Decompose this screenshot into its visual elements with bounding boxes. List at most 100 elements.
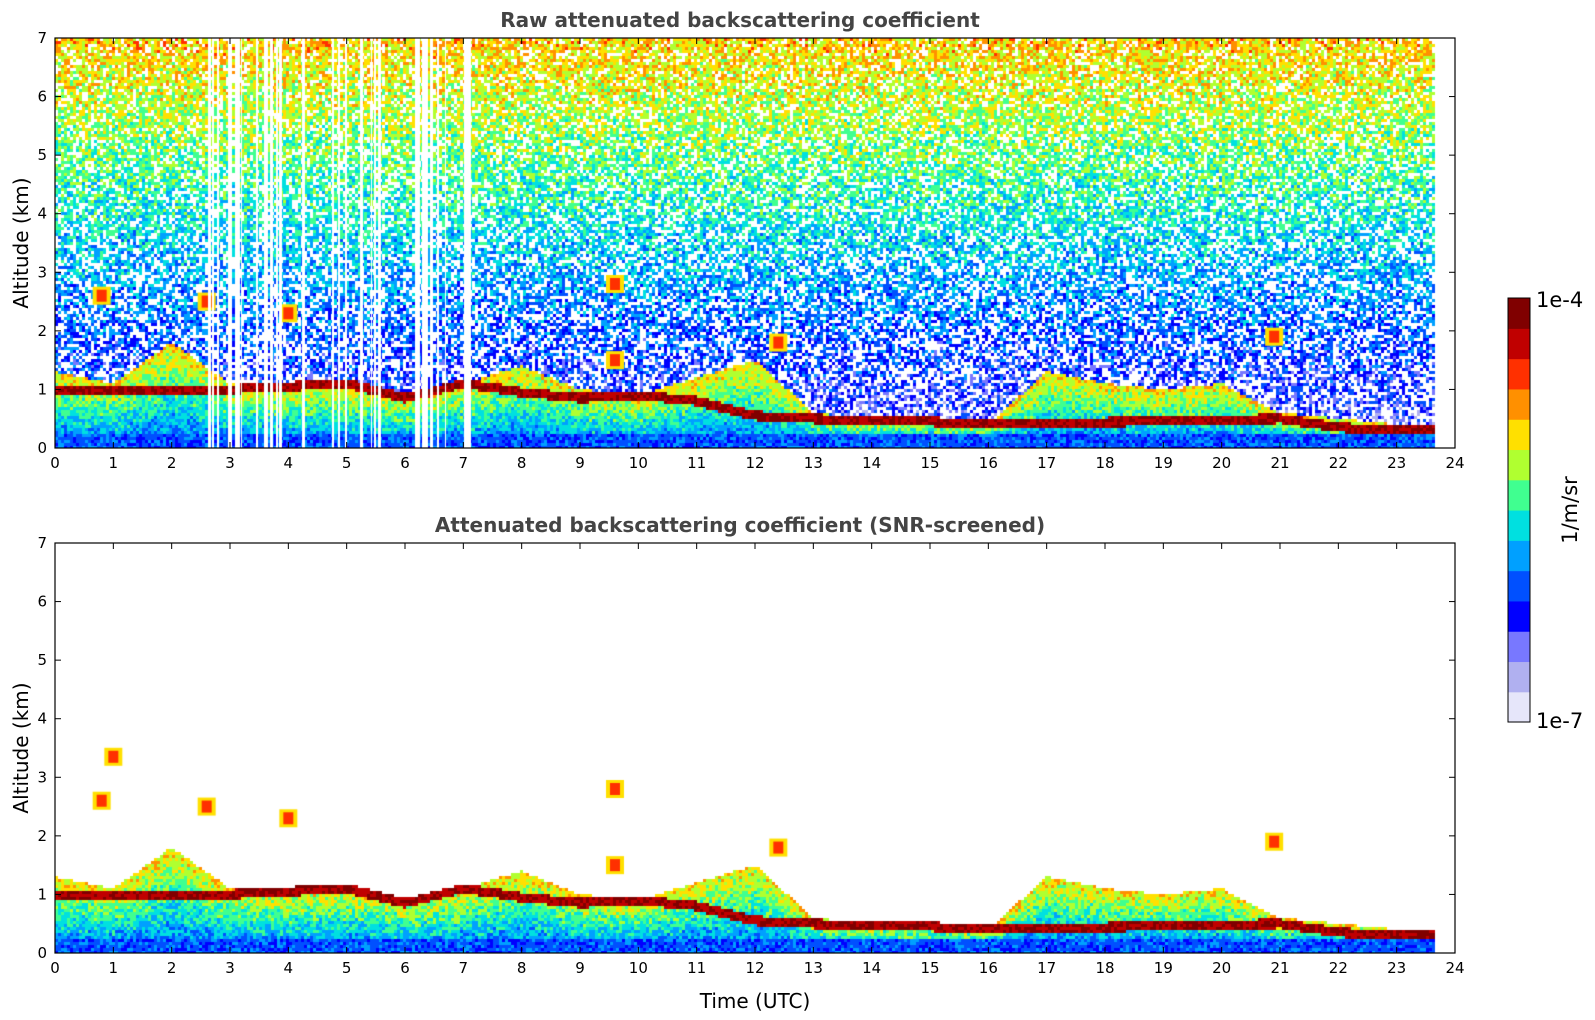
y-tick-label: 5 [37, 651, 47, 669]
x-tick-label: 14 [862, 959, 881, 977]
x-tick-label: 21 [1270, 454, 1289, 472]
x-tick-label: 20 [1212, 959, 1231, 977]
x-tick-label: 19 [1154, 454, 1173, 472]
y-tick-label: 4 [37, 710, 47, 728]
colorbar-frame [1507, 297, 1531, 723]
x-tick-label: 22 [1329, 454, 1348, 472]
x-tick-label: 10 [629, 959, 648, 977]
x-tick-label: 9 [575, 454, 585, 472]
x-tick-label: 5 [342, 959, 352, 977]
x-tick-label: 15 [920, 959, 939, 977]
time-axis-label: Time (UTC) [699, 989, 811, 1013]
x-tick-label: 6 [400, 454, 410, 472]
raw-x-axis: 0 1 2 3 4 5 6 7 8 9 10 11 12 13 14 15 16 17 18 19 20 21 22 23 24 [50, 38, 1465, 472]
x-tick-label: 6 [400, 959, 410, 977]
x-tick-label: 4 [284, 959, 294, 977]
backscatter-heatmap [55, 38, 1455, 448]
colorbar-band [1508, 358, 1530, 390]
colorbar-band [1508, 661, 1530, 693]
colorbar-band [1508, 479, 1530, 511]
y-tick-label: 0 [37, 944, 47, 962]
raw-y-axis-label: Altitude (km) [9, 177, 33, 308]
x-tick-label: 2 [167, 454, 177, 472]
x-tick-label: 16 [979, 454, 998, 472]
x-tick-label: 24 [1445, 959, 1464, 977]
x-tick-label: 2 [167, 959, 177, 977]
x-tick-label: 1 [109, 959, 119, 977]
x-tick-label: 1 [109, 454, 119, 472]
screened-x-axis: 0 1 2 3 4 5 6 7 8 9 10 11 12 13 14 15 16 17 18 19 20 21 22 23 24 [50, 543, 1465, 977]
y-tick-label: 7 [37, 534, 47, 552]
x-tick-label: 8 [517, 454, 527, 472]
colorbar-unit-label: 1/m/sr [1558, 476, 1582, 544]
x-tick-label: 4 [284, 454, 294, 472]
colorbar-band [1508, 631, 1530, 663]
colorbar-band [1508, 298, 1530, 329]
x-tick-label: 5 [342, 454, 352, 472]
screened-y-axis-label: Altitude (km) [9, 682, 33, 813]
colorbar-band [1508, 419, 1530, 451]
screened-backscatter-panel: Attenuated backscattering coefficient (S… [9, 513, 1465, 1013]
screened-panel-title: Attenuated backscattering coefficient (S… [435, 513, 1045, 537]
raw-panel-title: Raw attenuated backscattering coefficien… [500, 8, 980, 32]
x-tick-label: 18 [1095, 454, 1114, 472]
colorbar-band [1508, 328, 1530, 360]
x-tick-label: 24 [1445, 454, 1464, 472]
x-tick-label: 0 [50, 454, 60, 472]
x-tick-label: 10 [629, 454, 648, 472]
y-tick-label: 7 [37, 29, 47, 47]
x-tick-label: 23 [1387, 454, 1406, 472]
y-tick-label: 5 [37, 146, 47, 164]
raw-backscatter-panel: Raw attenuated backscattering coefficien… [9, 8, 1465, 472]
screened-y-axis: 0 1 2 3 4 5 6 7 [37, 534, 1455, 962]
x-tick-label: 13 [804, 959, 823, 977]
x-tick-label: 12 [745, 959, 764, 977]
x-tick-label: 9 [575, 959, 585, 977]
x-tick-label: 12 [745, 454, 764, 472]
colorbar: 1e-4 1e-7 1/m/sr [1507, 288, 1583, 733]
x-tick-label: 16 [979, 959, 998, 977]
x-tick-label: 11 [687, 454, 706, 472]
colorbar-band [1508, 540, 1530, 572]
colorbar-band [1508, 600, 1530, 632]
x-tick-label: 7 [459, 454, 469, 472]
y-tick-label: 1 [37, 885, 47, 903]
raw-heatmap-plot-area [55, 38, 1455, 448]
x-tick-label: 0 [50, 959, 60, 977]
x-tick-label: 17 [1037, 454, 1056, 472]
x-tick-label: 13 [804, 454, 823, 472]
y-tick-label: 4 [37, 205, 47, 223]
y-tick-label: 2 [37, 827, 47, 845]
backscatter-heatmap [55, 543, 1455, 953]
x-tick-label: 3 [225, 959, 235, 977]
colorbar-band [1508, 510, 1530, 541]
colorbar-band [1508, 449, 1530, 481]
y-tick-label: 1 [37, 380, 47, 398]
x-tick-label: 23 [1387, 959, 1406, 977]
x-tick-label: 11 [687, 959, 706, 977]
x-tick-label: 3 [225, 454, 235, 472]
x-tick-label: 14 [862, 454, 881, 472]
x-tick-label: 18 [1095, 959, 1114, 977]
x-tick-label: 17 [1037, 959, 1056, 977]
x-tick-label: 19 [1154, 959, 1173, 977]
y-tick-label: 0 [37, 439, 47, 457]
x-tick-label: 15 [920, 454, 939, 472]
y-tick-label: 6 [37, 593, 47, 611]
colorbar-band [1508, 691, 1530, 723]
y-tick-label: 2 [37, 322, 47, 340]
y-tick-label: 3 [37, 768, 47, 786]
colorbar-band [1508, 570, 1530, 602]
screened-heatmap-plot-area [55, 543, 1455, 953]
y-tick-label: 6 [37, 88, 47, 106]
x-tick-label: 22 [1329, 959, 1348, 977]
x-tick-label: 20 [1212, 454, 1231, 472]
x-tick-label: 21 [1270, 959, 1289, 977]
colorbar-max-label: 1e-4 [1536, 288, 1583, 312]
x-tick-label: 7 [459, 959, 469, 977]
colorbar-band [1508, 388, 1530, 420]
colorbar-gradient [1508, 298, 1530, 723]
y-tick-label: 3 [37, 263, 47, 281]
raw-y-axis: 0 1 2 3 4 5 6 7 [37, 29, 1455, 457]
